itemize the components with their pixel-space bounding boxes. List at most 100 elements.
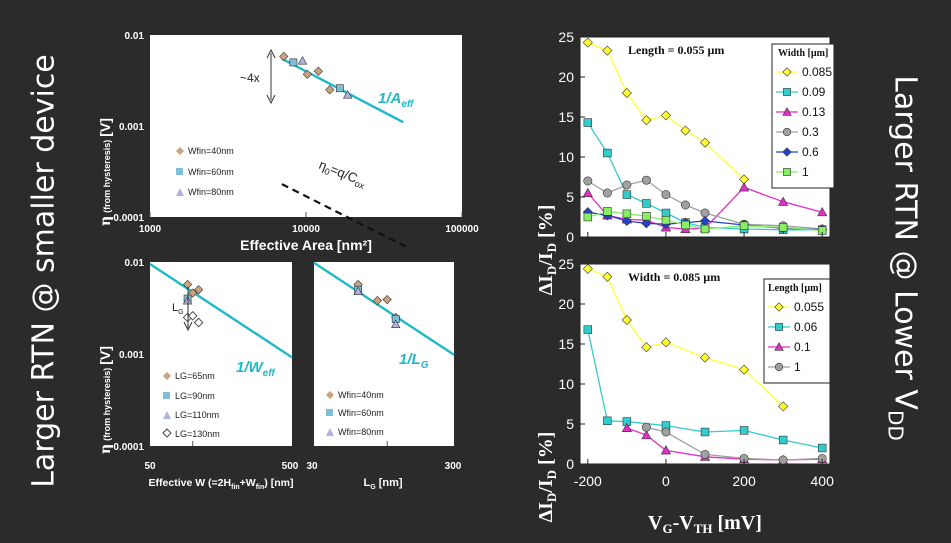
marker-square (681, 220, 690, 230)
marker-square (700, 224, 710, 234)
marker-diamond (782, 147, 792, 157)
svg-text:1/Aeff: 1/Aeff (378, 90, 415, 110)
x-tick-label: -200 (574, 473, 602, 489)
y-tick-label: 25 (558, 29, 574, 45)
marker-square (642, 211, 651, 221)
marker-diamond (372, 296, 382, 306)
x-tick-labels: 1000 10000 100000 (139, 224, 479, 235)
marker-diamond (782, 67, 792, 77)
marker-square (739, 221, 749, 231)
svg-text:1/Weff: 1/Weff (236, 359, 276, 379)
marker-square (603, 207, 612, 216)
legend-entry: LG=65nm (175, 371, 215, 381)
xlabel-rest: [nm] (376, 477, 403, 489)
x-tick-label: 10000 (292, 224, 320, 235)
marker-square (642, 199, 651, 208)
legend-entry: 0.06 (794, 320, 818, 334)
marker-square (603, 148, 612, 158)
marker-open-diamond (193, 317, 204, 328)
legend-entry: 0.3 (802, 125, 819, 139)
marker-diamond (699, 137, 711, 148)
x-tick-label: 1000 (139, 224, 162, 235)
legend-entry: Wfin=40nm (338, 390, 384, 400)
legend-entry: 0.13 (802, 105, 826, 119)
marker-triangle (778, 196, 789, 206)
marker-circle (661, 190, 671, 200)
legend-marker-diamond (326, 391, 334, 399)
lg-main: L (172, 302, 178, 314)
svg-text:ΔID/ID [%]: ΔID/ID [%] (535, 432, 559, 523)
x-tick-label: 50 (144, 461, 156, 472)
marker-circle (782, 127, 792, 137)
marker-square (739, 426, 749, 435)
plot-frame (314, 262, 454, 446)
marker-triangle (817, 206, 828, 217)
axes: 0 5 10 15 20 25 (558, 256, 823, 472)
legend-entry: 0.1 (794, 340, 811, 354)
y-tick-label: 0.0001 (113, 213, 144, 224)
x-tick-label: 500 (282, 461, 299, 472)
xlabel-c: +W (240, 477, 256, 489)
fourx-annotation: ~4x (240, 48, 276, 105)
xlabel-e: [mV] (713, 512, 762, 534)
xlabel-a: Effective W (=2H (149, 477, 232, 489)
y-tick-label: 25 (558, 256, 574, 272)
right-x-tick-labels: -200 0 200 400 (574, 473, 834, 489)
marker-circle (622, 180, 632, 190)
y-tick-labels: 0.01 0.001 0.0001 (113, 31, 144, 224)
y-tick-label: 15 (558, 336, 574, 352)
marker-square (783, 168, 791, 176)
legend-title: Width [µm] (778, 48, 828, 59)
y-axis-label: η (from hysteresis) [V] (97, 118, 114, 226)
marker-triangle (297, 56, 308, 65)
chart-width-rtn: Length = 0.055 µm Width [µm] 0.0850.090.… (558, 29, 835, 245)
y-tick-label: 20 (558, 296, 574, 312)
marker-diamond (602, 271, 613, 282)
chart-area-vs-eta: 0.01 0.001 0.0001 1000 10000 100000 Effe… (97, 31, 479, 253)
xlabel-b: G (662, 521, 672, 536)
legend: Wfin=40nm Wfin=60nm Wfin=80nm (176, 146, 234, 197)
marker-square (661, 208, 671, 218)
marker-triangle (342, 90, 353, 99)
marker-diamond (193, 285, 204, 295)
svg-text:1/LG: 1/LG (399, 351, 429, 371)
marker-square (661, 215, 671, 225)
annotation: Length = 0.055 µm (628, 43, 724, 57)
chart-length-rtn: Width = 0.085 µm Length [µm] 0.0550.060.… (558, 256, 831, 472)
legend-entry: 1 (802, 165, 809, 179)
marker-triangle (738, 182, 750, 192)
chart-lg-vs-eta: 30 300 LG [nm] 1/LG Wfin=40nm Wfin=60nm … (306, 261, 462, 491)
legend: Wfin=40nm Wfin=60nm Wfin=80nm (326, 390, 384, 437)
fourx-arrow-down (266, 94, 276, 105)
xlabel-e: ) [nm] (264, 477, 293, 489)
marker-circle (774, 362, 784, 372)
legend-marker-diamond (163, 372, 171, 380)
marker-triangle (390, 319, 401, 329)
fit-label: 1/Aeff (378, 90, 415, 110)
lg-annotation: LG (172, 287, 193, 332)
fourx-arrow-up (266, 48, 276, 59)
marker-triangle (641, 429, 652, 440)
marker-square (775, 323, 783, 331)
legend-entry: 0.085 (802, 65, 832, 79)
marker-diamond (582, 263, 593, 274)
right-y-axis-label-bottom: ΔID/ID [%] (535, 432, 559, 523)
y-tick-label: 0.001 (119, 350, 144, 361)
x-tick-label: 100000 (445, 224, 479, 235)
legend-marker-square (326, 409, 333, 416)
legend-marker-triangle (176, 188, 184, 196)
xlabel-d: TH (694, 521, 713, 536)
x-axis-label: Effective W (=2Hfin+Wfin) [nm] (149, 477, 294, 491)
marker-square (778, 223, 788, 232)
fit-label-sub: eff (401, 99, 415, 110)
y-tick-label: 0.001 (119, 122, 144, 133)
plot-frame (150, 35, 462, 217)
x-tick-label: 0 (662, 473, 670, 489)
x-tick-label: 300 (445, 461, 462, 472)
marker-diamond (382, 294, 392, 305)
fit-line (313, 261, 455, 356)
xlabel-c: -V (673, 512, 695, 534)
legend-box (763, 278, 831, 384)
